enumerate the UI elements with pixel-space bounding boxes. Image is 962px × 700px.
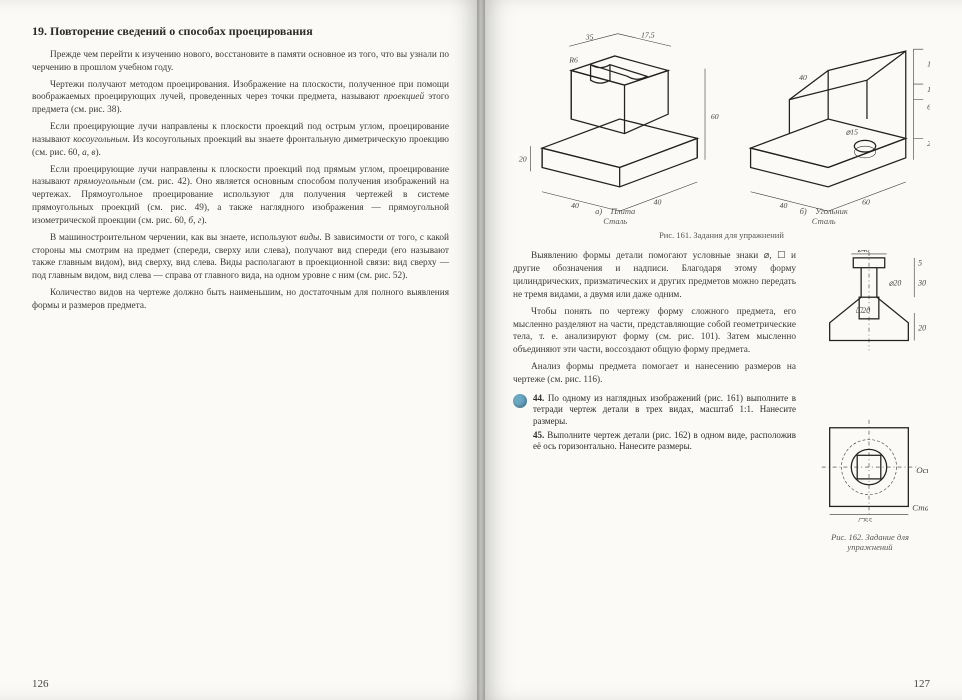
body-paragraph: Выявлению формы детали помогают условные… bbox=[513, 250, 796, 301]
figure-161: 40 40 60 20 35 17,5 R6 bbox=[513, 24, 930, 214]
body-paragraph: В машиностроительном черчении, как вы зн… bbox=[32, 232, 449, 283]
svg-text:☐20: ☐20 bbox=[855, 306, 870, 315]
body-paragraph: Прежде чем перейти к изучению нового, во… bbox=[32, 49, 449, 75]
task-44: 44. По одному из наглядных изображений (… bbox=[513, 393, 796, 428]
svg-text:⌀20: ⌀20 bbox=[889, 279, 902, 288]
svg-text:14: 14 bbox=[927, 85, 930, 94]
svg-text:40: 40 bbox=[780, 201, 788, 210]
svg-text:20: 20 bbox=[519, 155, 527, 164]
svg-text:17,5: 17,5 bbox=[641, 31, 655, 40]
fig161-caption: Рис. 161. Задания для упражнений bbox=[513, 230, 930, 240]
svg-text:12: 12 bbox=[927, 60, 930, 69]
svg-text:☐55: ☐55 bbox=[857, 517, 872, 522]
svg-text:40: 40 bbox=[571, 201, 579, 210]
svg-text:60: 60 bbox=[711, 112, 719, 121]
page-right: 40 40 60 20 35 17,5 R6 bbox=[481, 0, 962, 700]
svg-text:30: 30 bbox=[917, 279, 926, 288]
svg-text:20: 20 bbox=[927, 139, 930, 148]
section-heading: 19. Повторение сведений о способах проец… bbox=[32, 24, 449, 39]
body-paragraph: Чертежи получают методом проецирования. … bbox=[32, 79, 449, 117]
task-45: 45. Выполните чертеж детали (рис. 162) в… bbox=[513, 430, 796, 453]
body-paragraph: Если проецирующие лучи направлены к плос… bbox=[32, 121, 449, 159]
svg-text:⌀40: ⌀40 bbox=[857, 250, 870, 254]
body-paragraph: Чтобы понять по чертежу форму сложного п… bbox=[513, 306, 796, 357]
fig162-caption: Рис. 162. Задание для упражнений bbox=[810, 532, 930, 552]
figure-162: ⌀40 5 30 20 ☐20 ⌀20 bbox=[810, 250, 930, 551]
svg-text:20: 20 bbox=[918, 324, 926, 333]
svg-text:5: 5 bbox=[918, 259, 922, 268]
svg-text:60: 60 bbox=[862, 197, 870, 206]
svg-text:60: 60 bbox=[927, 102, 930, 111]
body-paragraph: Количество видов на чертеже должно быть … bbox=[32, 287, 449, 313]
task-icon bbox=[513, 394, 527, 408]
body-paragraph: Анализ формы предмета помогает и нанесен… bbox=[513, 361, 796, 387]
svg-text:Сталь: Сталь bbox=[912, 502, 928, 512]
svg-text:40: 40 bbox=[654, 197, 662, 206]
page-number-right: 127 bbox=[914, 678, 931, 690]
svg-text:40: 40 bbox=[799, 73, 807, 82]
page-left: 19. Повторение сведений о способах проец… bbox=[0, 0, 481, 700]
svg-text:35: 35 bbox=[585, 32, 594, 41]
page-number-left: 126 bbox=[32, 678, 49, 690]
svg-text:⌀15: ⌀15 bbox=[846, 128, 859, 137]
svg-text:R6: R6 bbox=[568, 56, 578, 65]
svg-text:Ось: Ось bbox=[916, 465, 928, 475]
body-paragraph: Если проецирующие лучи направлены к плос… bbox=[32, 164, 449, 228]
